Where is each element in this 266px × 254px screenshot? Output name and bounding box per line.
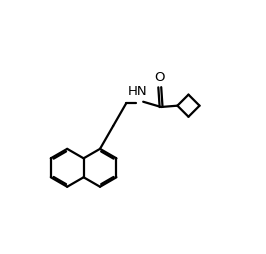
Text: O: O — [155, 71, 165, 84]
Text: HN: HN — [128, 85, 147, 98]
